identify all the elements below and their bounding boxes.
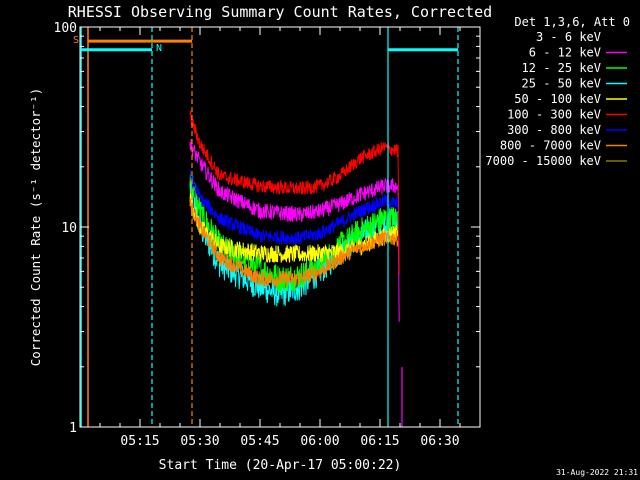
series-line-100-300-kev <box>189 110 400 275</box>
y-tick-label: 100 <box>54 21 77 36</box>
s-marker-label: S <box>73 35 79 46</box>
legend-label: 100 - 300 keV <box>507 108 601 122</box>
x-tick-label: 05:45 <box>240 434 279 449</box>
legend-label: 50 - 100 keV <box>514 92 601 106</box>
y-tick-label: 10 <box>61 221 77 236</box>
x-axis-label: Start Time (20-Apr-17 05:00:22) <box>159 458 402 473</box>
legend-label: 25 - 50 keV <box>522 77 601 91</box>
series-line-3-6-kev <box>189 77 400 146</box>
x-tick-label: 06:00 <box>300 434 339 449</box>
x-tick-label: 06:30 <box>420 434 459 449</box>
series-line-300-800-kev <box>189 169 400 246</box>
series-line-800-7000-kev <box>189 198 399 287</box>
legend-title: Det 1,3,6, Att 0 <box>514 15 630 29</box>
axes-layer: 05:15 05:30 05:45 06:00 06:15 06:30 1 10 100 <box>54 21 481 449</box>
legend-label: 800 - 7000 keV <box>500 139 601 153</box>
legend-label: 300 - 800 keV <box>507 123 601 137</box>
chart-title: RHESSI Observing Summary Count Rates, Co… <box>68 3 492 21</box>
legend-label: 3 - 6 keV <box>536 30 601 44</box>
series-line-50-100-kev <box>189 192 399 263</box>
x-tick-label: 05:15 <box>120 434 159 449</box>
data-layer <box>189 77 400 322</box>
marker-layer: SN <box>73 27 459 427</box>
series-line-6-12-kev <box>189 139 400 322</box>
x-tick-label: 05:30 <box>180 434 219 449</box>
y-axis-label: Corrected Count Rate (s⁻¹ detector⁻¹) <box>28 88 43 366</box>
x-tick-label: 06:15 <box>360 434 399 449</box>
date-stamp: 31-Aug-2022 21:31 <box>556 468 638 477</box>
legend-label: 7000 - 15000 keV <box>485 154 601 168</box>
y-tick-label: 1 <box>69 421 77 436</box>
n-marker-label: N <box>156 43 162 54</box>
legend-label: 12 - 25 keV <box>522 61 601 75</box>
legend-label: 6 - 12 keV <box>529 46 601 60</box>
